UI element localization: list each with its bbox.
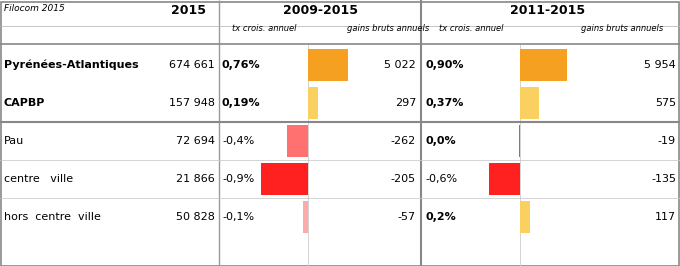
Text: -19: -19	[658, 136, 676, 146]
Bar	[287, 125, 308, 157]
Bar	[520, 49, 567, 81]
Bar	[261, 163, 308, 195]
Text: -135: -135	[651, 174, 676, 184]
Bar	[489, 163, 520, 195]
Text: 157 948: 157 948	[169, 98, 215, 108]
Text: 575: 575	[655, 98, 676, 108]
Text: -205: -205	[391, 174, 416, 184]
Bar	[303, 201, 308, 233]
Text: -0,9%: -0,9%	[222, 174, 254, 184]
Text: 2015: 2015	[171, 4, 205, 17]
Text: CAPBP: CAPBP	[4, 98, 46, 108]
Text: 0,0%: 0,0%	[425, 136, 456, 146]
Text: hors  centre  ville: hors centre ville	[4, 212, 101, 222]
Bar	[520, 87, 539, 119]
Bar	[520, 201, 530, 233]
Text: 72 694: 72 694	[176, 136, 215, 146]
Text: centre   ville: centre ville	[4, 174, 73, 184]
Text: 0,90%: 0,90%	[425, 60, 464, 70]
Text: -0,6%: -0,6%	[425, 174, 457, 184]
Text: tx crois. annuel: tx crois. annuel	[439, 24, 503, 33]
Text: 5 954: 5 954	[644, 60, 676, 70]
Text: gains bruts annuels: gains bruts annuels	[347, 24, 429, 33]
Text: -262: -262	[391, 136, 416, 146]
Text: 0,37%: 0,37%	[425, 98, 463, 108]
Bar	[308, 49, 347, 81]
Text: gains bruts annuels: gains bruts annuels	[581, 24, 663, 33]
Text: 0,2%: 0,2%	[425, 212, 456, 222]
Text: -0,4%: -0,4%	[222, 136, 254, 146]
Text: 674 661: 674 661	[169, 60, 215, 70]
Text: 297: 297	[394, 98, 416, 108]
Text: Pyrénées-Atlantiques: Pyrénées-Atlantiques	[4, 60, 139, 70]
Text: 0,76%: 0,76%	[222, 60, 260, 70]
Text: -0,1%: -0,1%	[222, 212, 254, 222]
Text: 117: 117	[655, 212, 676, 222]
Text: 2009-2015: 2009-2015	[282, 4, 358, 17]
Bar	[308, 87, 318, 119]
Text: 2011-2015: 2011-2015	[511, 4, 585, 17]
Text: Pau: Pau	[4, 136, 24, 146]
Text: tx crois. annuel: tx crois. annuel	[232, 24, 296, 33]
Text: -57: -57	[398, 212, 416, 222]
Text: 50 828: 50 828	[176, 212, 215, 222]
Text: 5 022: 5 022	[384, 60, 416, 70]
Text: Filocom 2015: Filocom 2015	[4, 4, 65, 13]
Text: 21 866: 21 866	[176, 174, 215, 184]
Text: 0,19%: 0,19%	[222, 98, 260, 108]
Bar	[519, 125, 520, 157]
